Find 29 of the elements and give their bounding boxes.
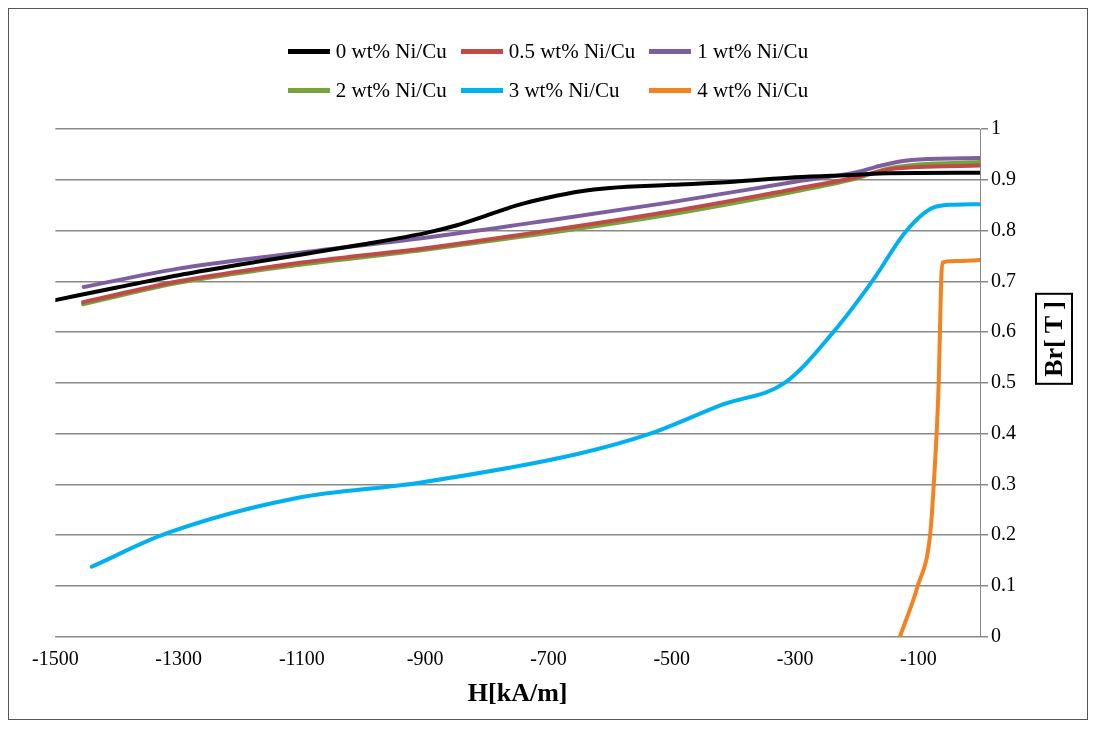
legend-label: 0.5 wt% Ni/Cu [508,39,636,64]
x-tick-label: -900 [406,647,444,670]
y-tick-label: 0.4 [991,420,1016,443]
y-axis-title: Br[ T ] [1035,293,1073,385]
line-series [897,258,980,637]
y-tick-label: 0.2 [991,522,1016,545]
x-tick-label: -500 [653,647,691,670]
legend-label: 3 wt% Ni/Cu [508,78,620,103]
legend-label: 1 wt% Ni/Cu [697,39,809,64]
x-tick-label: -100 [900,647,937,670]
y-tick-label: 0.3 [991,471,1016,494]
x-tick-label: -700 [530,647,567,670]
legend-label: 2 wt% Ni/Cu [335,78,447,103]
y-tick-label: 0 [991,624,1001,647]
y-tick-label: 0.9 [991,167,1016,190]
x-tick-label: -1100 [278,647,325,670]
x-tick-label: -1300 [155,647,202,670]
legend-label: 0 wt% Ni/Cu [335,39,447,64]
x-tick-label: -1500 [31,647,79,670]
x-axis-title: H[kA/m] [467,678,568,708]
y-tick-label: 0.1 [991,573,1016,596]
legend-label: 4 wt% Ni/Cu [697,78,809,103]
y-tick-label: 0.6 [991,319,1016,342]
y-tick-label: 0.5 [991,370,1016,393]
y-tick-label: 0.8 [991,217,1016,240]
line-series [89,202,980,569]
x-tick-label: -300 [776,647,814,670]
y-tick-label: 1 [991,116,1001,139]
y-tick-label: 0.7 [991,268,1016,291]
